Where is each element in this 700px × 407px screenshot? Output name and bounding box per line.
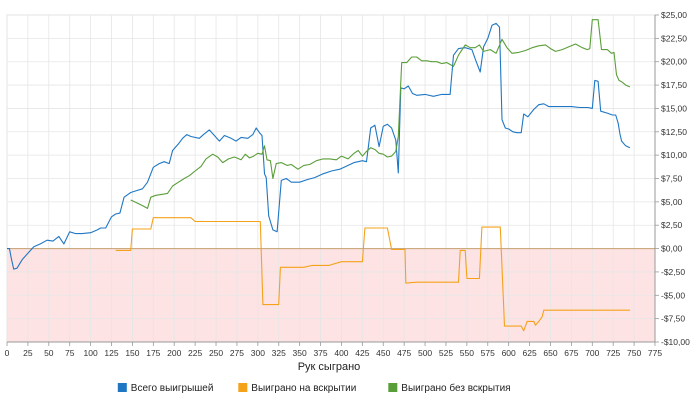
x-tick-label: 0 xyxy=(5,348,10,358)
x-tick-label: 475 xyxy=(397,348,411,358)
x-tick-label: 275 xyxy=(230,348,244,358)
series-line-3 xyxy=(130,19,631,209)
y-tick-label: $20,00 xyxy=(661,57,687,67)
x-tick-label: 375 xyxy=(313,348,327,358)
y-tick-label: $25,00 xyxy=(661,10,687,20)
legend-swatch xyxy=(117,383,127,392)
y-tick-label: $12,50 xyxy=(661,127,687,137)
x-axis: 0 25 50 75 100 125 150 175 200 225 250 275 300 325 350… xyxy=(5,341,662,358)
series-line-1 xyxy=(7,22,631,270)
x-tick-label: 675 xyxy=(564,348,578,358)
y-tick-label: -$10,00 xyxy=(661,337,690,347)
y-tick-label: -$5,00 xyxy=(661,290,685,300)
legend-swatch xyxy=(388,383,398,392)
legend-label: Всего выигрышей xyxy=(131,383,214,394)
x-tick-label: 575 xyxy=(481,348,495,358)
x-tick-label: 150 xyxy=(125,348,139,358)
legend-item[interactable]: Всего выигрышей xyxy=(117,383,214,394)
x-tick-label: 225 xyxy=(188,348,202,358)
x-tick-label: 325 xyxy=(272,348,286,358)
x-tick-label: 700 xyxy=(585,348,599,358)
x-tick-label: 525 xyxy=(439,348,453,358)
y-tick-label: $17,50 xyxy=(661,80,687,90)
legend-item[interactable]: Выиграно на вскрытии xyxy=(238,383,356,394)
y-tick-label: $10,00 xyxy=(661,150,687,160)
x-tick-label: 550 xyxy=(460,348,474,358)
x-tick-label: 750 xyxy=(627,348,641,358)
x-tick-label: 100 xyxy=(84,348,98,358)
x-tick-label: 450 xyxy=(376,348,390,358)
x-tick-label: 775 xyxy=(648,348,662,358)
y-tick-label: $5,00 xyxy=(661,197,683,207)
legend-item[interactable]: Выиграно без вскрытия xyxy=(388,382,511,394)
x-tick-label: 400 xyxy=(334,348,348,358)
y-tick-label: $2,50 xyxy=(661,220,683,230)
legend-label: Выиграно на вскрытии xyxy=(251,383,356,394)
series-line-2 xyxy=(115,217,630,332)
x-tick-label: 50 xyxy=(44,348,54,358)
y-tick-label: $15,00 xyxy=(661,103,687,113)
y-tick-label: $22,50 xyxy=(661,33,687,43)
x-tick-label: 350 xyxy=(293,348,307,358)
x-tick-label: 725 xyxy=(606,348,620,358)
x-axis-title: Рук сыграно xyxy=(298,361,361,373)
y-tick-label: -$7,50 xyxy=(661,314,685,324)
x-tick-label: 425 xyxy=(355,348,369,358)
x-tick-label: 75 xyxy=(65,348,75,358)
x-tick-label: 25 xyxy=(23,348,33,358)
x-tick-label: 625 xyxy=(522,348,536,358)
x-tick-label: 250 xyxy=(209,348,223,358)
y-tick-label: $7,50 xyxy=(661,174,683,184)
x-tick-label: 300 xyxy=(251,348,265,358)
x-tick-label: 175 xyxy=(146,348,160,358)
x-tick-label: 600 xyxy=(502,348,516,358)
x-tick-label: 650 xyxy=(543,348,557,358)
y-tick-label: $0,00 xyxy=(661,244,683,254)
legend-label: Выиграно без вскрытия xyxy=(401,382,510,394)
legend-swatch xyxy=(238,383,248,392)
x-tick-label: 125 xyxy=(104,348,118,358)
y-tick-label: -$2,50 xyxy=(661,267,685,277)
x-tick-label: 200 xyxy=(167,348,181,358)
legend: Всего выигрышей Выиграно на вскрытии Выигр… xyxy=(117,382,511,394)
series-lines xyxy=(7,19,631,332)
x-tick-label: 500 xyxy=(418,348,432,358)
y-axis: $25,00 $22,50 $20,00 $17,50 $15,00 $12,50 $10,… xyxy=(654,10,690,347)
